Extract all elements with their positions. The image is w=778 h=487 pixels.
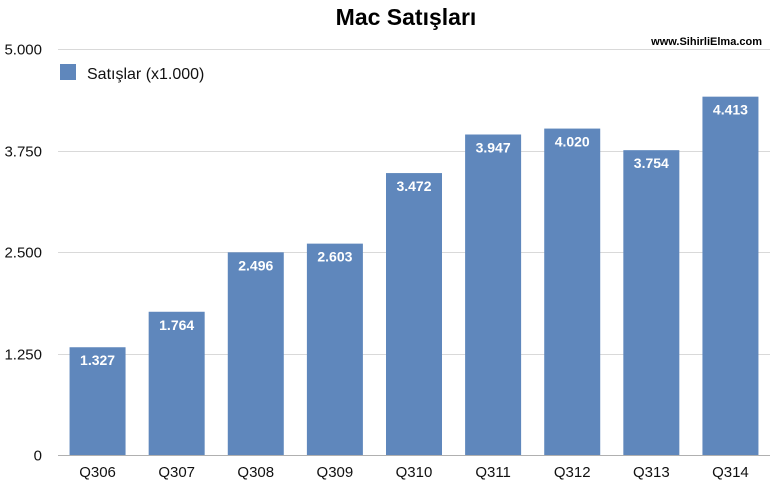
x-tick-label: Q314 [712,464,749,481]
x-axis-ticks: Q306 Q307 Q308 Q309 Q310 Q311 Q312 Q313 Q314 [79,464,749,481]
bar [702,96,759,455]
bar [227,252,284,455]
legend: Satışlar (x1.000) [60,64,204,83]
bar [386,173,442,455]
y-tick-label: 0 [34,448,42,465]
x-tick-label: Q306 [79,464,116,481]
bars: 1.327 1.764 2.496 2.603 3.472 3.947 4.020 3.754… [69,96,759,456]
bar [148,311,205,455]
bar [544,128,601,456]
y-axis-ticks: 0 1.250 2.500 3.750 5.000 [4,42,42,465]
bar [465,134,522,455]
chart-title: Mac Satışları [336,4,477,30]
bar [306,243,363,455]
bar [69,347,126,455]
data-label: 4.020 [555,134,590,150]
bar [623,150,680,455]
legend-label: Satışlar (x1.000) [87,66,204,83]
data-label: 3.754 [634,155,669,171]
x-tick-label: Q313 [633,464,670,481]
data-label: 1.327 [80,352,115,368]
x-tick-label: Q310 [396,464,433,481]
x-tick-label: Q309 [317,464,354,481]
data-label: 3.472 [396,178,431,194]
y-tick-label: 3.750 [4,144,42,161]
legend-swatch [60,64,76,80]
x-tick-label: Q312 [554,464,591,481]
data-label: 4.413 [713,102,748,118]
y-tick-label: 1.250 [4,347,42,364]
source-watermark: www.SihirliElma.com [650,36,762,48]
data-label: 1.764 [159,317,194,333]
y-tick-label: 2.500 [4,245,42,262]
data-label: 2.496 [238,257,273,273]
x-tick-label: Q308 [237,464,274,481]
data-label: 2.603 [317,249,352,265]
y-tick-label: 5.000 [4,42,42,59]
data-label: 3.947 [476,140,511,156]
x-tick-label: Q307 [158,464,195,481]
x-tick-label: Q311 [475,464,511,481]
